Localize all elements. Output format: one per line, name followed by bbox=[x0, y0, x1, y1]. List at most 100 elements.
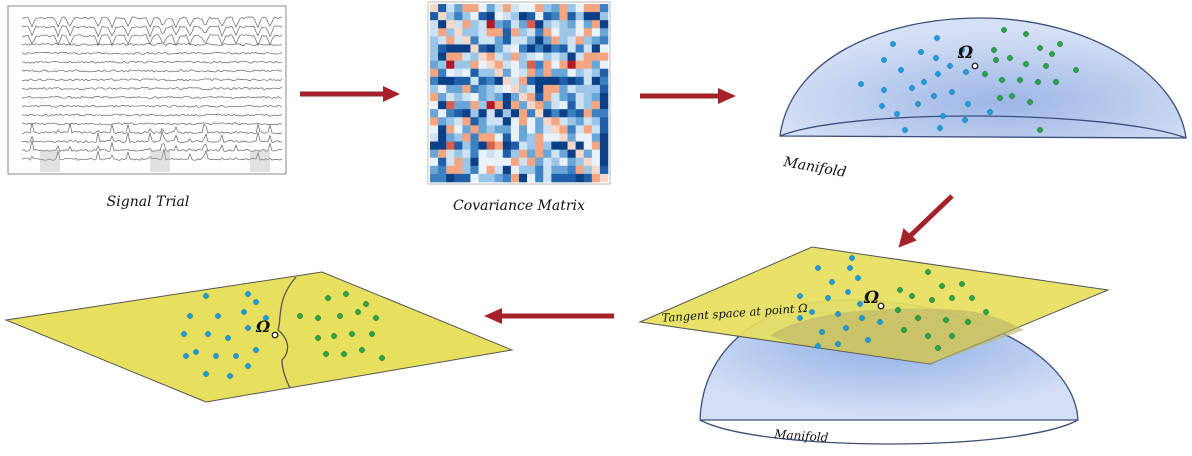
heatmap-cell bbox=[527, 4, 536, 13]
heatmap-cell bbox=[599, 84, 609, 94]
heatmap-cell bbox=[591, 20, 601, 29]
heatmap-cell bbox=[470, 20, 479, 29]
sample-point bbox=[1049, 51, 1055, 57]
heatmap-cell bbox=[583, 117, 593, 126]
heatmap-cell bbox=[559, 93, 568, 102]
heatmap-cell bbox=[454, 149, 463, 159]
heatmap-cell bbox=[551, 165, 560, 175]
heatmap-cell bbox=[575, 12, 585, 21]
sample-point bbox=[969, 295, 975, 301]
heatmap-cell bbox=[494, 28, 504, 37]
heatmap-cell bbox=[559, 109, 568, 118]
heatmap-cell bbox=[502, 125, 512, 134]
heatmap-cell bbox=[446, 117, 455, 126]
sample-point bbox=[325, 295, 331, 301]
heatmap-cell bbox=[470, 44, 479, 53]
heatmap-cell bbox=[430, 141, 439, 150]
heatmap-cell bbox=[599, 76, 609, 86]
heatmap-cell bbox=[559, 173, 568, 183]
sample-point bbox=[315, 315, 321, 321]
heatmap-cell bbox=[486, 84, 496, 94]
heatmap-cell bbox=[430, 44, 439, 53]
heatmap-cell bbox=[567, 60, 576, 70]
heatmap-cell bbox=[438, 12, 447, 21]
heatmap-cell bbox=[583, 173, 593, 183]
sample-point bbox=[815, 265, 821, 271]
heatmap-cell bbox=[502, 109, 512, 118]
sample-point bbox=[894, 111, 900, 117]
heatmap-cell bbox=[470, 4, 479, 13]
heatmap-cell bbox=[430, 93, 439, 102]
heatmap-cell bbox=[454, 101, 463, 110]
heatmap-cell bbox=[470, 68, 479, 78]
heatmap-cell bbox=[510, 125, 520, 134]
heatmap-cell bbox=[494, 68, 504, 78]
heatmap-cell bbox=[438, 28, 447, 37]
heatmap-cell bbox=[567, 141, 576, 150]
heatmap-cell bbox=[551, 93, 560, 102]
heatmap-cell bbox=[486, 93, 496, 102]
heatmap-cell bbox=[462, 20, 471, 29]
heatmap-cell bbox=[486, 36, 496, 45]
heatmap-cell bbox=[430, 84, 439, 94]
heatmap-cell bbox=[527, 28, 536, 37]
heatmap-cell bbox=[519, 28, 528, 37]
sample-point bbox=[859, 315, 865, 321]
heatmap-cell bbox=[494, 76, 504, 86]
sample-point bbox=[933, 55, 939, 61]
heatmap-cell bbox=[599, 52, 609, 61]
eeg-trace bbox=[21, 113, 283, 117]
heatmap-cell bbox=[430, 173, 439, 183]
heatmap-cell bbox=[446, 157, 455, 167]
eeg-trace bbox=[21, 16, 283, 29]
heatmap-cell bbox=[535, 28, 544, 37]
heatmap-cell bbox=[551, 36, 560, 45]
heatmap-cell bbox=[519, 165, 528, 175]
arrow-tangent-to-flat bbox=[484, 308, 614, 324]
sample-point bbox=[363, 301, 369, 307]
heatmap-cell bbox=[543, 76, 552, 86]
heatmap-cell bbox=[446, 20, 455, 29]
heatmap-cell bbox=[510, 44, 520, 53]
heatmap-cell bbox=[510, 20, 520, 29]
heatmap-cell bbox=[470, 165, 479, 175]
heatmap-cell bbox=[567, 12, 576, 21]
heatmap-cell bbox=[454, 36, 463, 45]
heatmap-cell bbox=[446, 133, 455, 142]
sample-point bbox=[999, 77, 1005, 83]
heatmap-cell bbox=[438, 165, 447, 175]
heatmap-cell bbox=[535, 133, 544, 142]
heatmap-cell bbox=[446, 109, 455, 118]
heatmap-cell bbox=[494, 165, 504, 175]
heatmap-cell bbox=[591, 149, 601, 159]
heatmap-cell bbox=[591, 93, 601, 102]
sample-point bbox=[369, 331, 375, 337]
heatmap-cell bbox=[575, 157, 585, 167]
heatmap-cell bbox=[599, 36, 609, 45]
heatmap-cell bbox=[446, 125, 455, 134]
heatmap-cell bbox=[462, 133, 471, 142]
heatmap-cell bbox=[454, 109, 463, 118]
heatmap-cell bbox=[535, 173, 544, 183]
heatmap-cell bbox=[438, 109, 447, 118]
heatmap-cell bbox=[519, 4, 528, 13]
heatmap-cell bbox=[462, 125, 471, 134]
eeg-trace bbox=[21, 87, 283, 91]
heatmap-cell bbox=[583, 125, 593, 134]
heatmap-cell bbox=[430, 101, 439, 110]
heatmap-cell bbox=[599, 117, 609, 126]
sample-point bbox=[959, 281, 965, 287]
heatmap-cell bbox=[462, 173, 471, 183]
heatmap-cell bbox=[559, 117, 568, 126]
heatmap-cell bbox=[583, 165, 593, 175]
heatmap-cell bbox=[519, 52, 528, 61]
heatmap-cell bbox=[575, 141, 585, 150]
heatmap-cell bbox=[430, 165, 439, 175]
sample-point bbox=[227, 373, 233, 379]
omega-point-top bbox=[971, 62, 979, 70]
heatmap-cell bbox=[591, 125, 601, 134]
heatmap-cell bbox=[551, 133, 560, 142]
heatmap-cell bbox=[543, 28, 552, 37]
heatmap-cell bbox=[446, 84, 455, 94]
heatmap-cell bbox=[510, 52, 520, 61]
